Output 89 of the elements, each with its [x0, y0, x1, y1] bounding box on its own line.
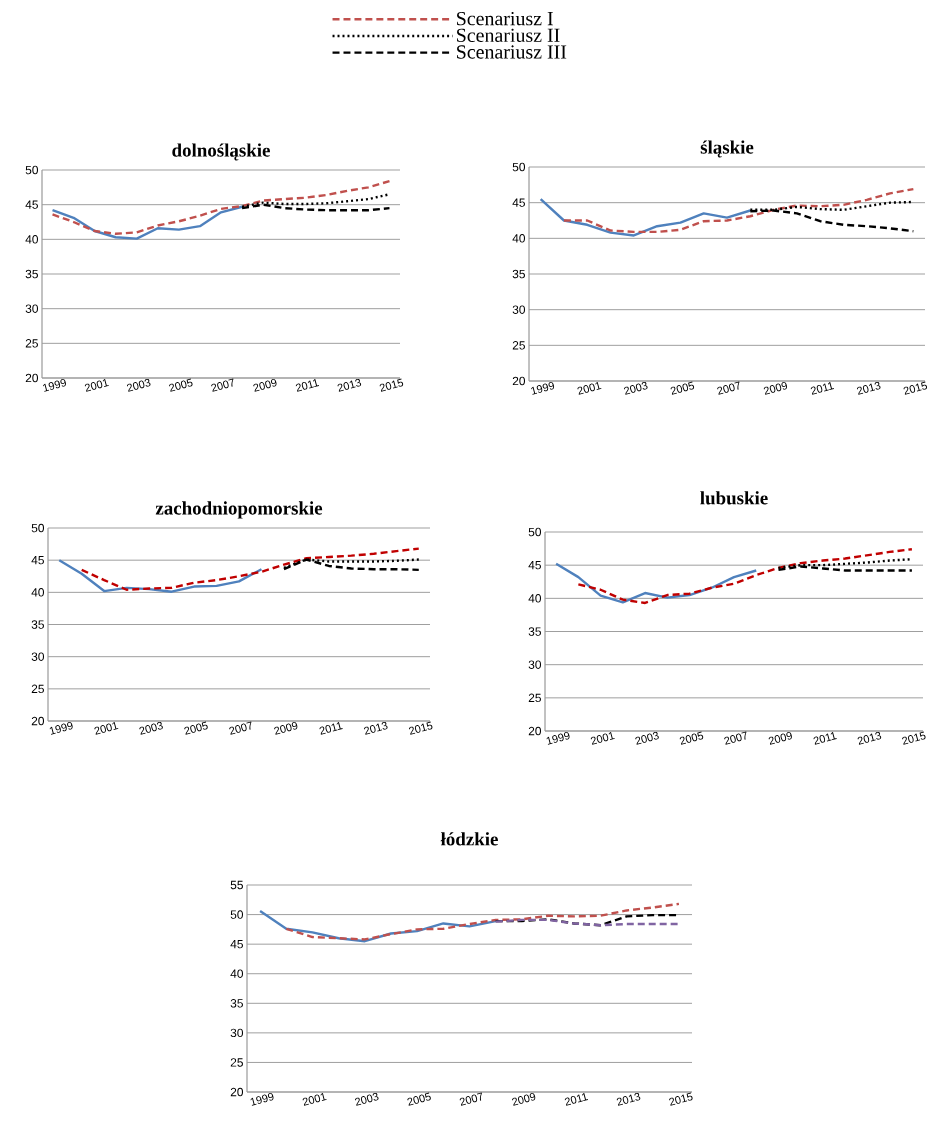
- chart-title: dolnośląskie: [172, 143, 270, 161]
- y-tick-label: 40: [230, 969, 244, 978]
- y-tick-label: 45: [528, 561, 541, 570]
- y-tick-label: 50: [528, 527, 542, 537]
- x-tick-label: 1999: [43, 378, 66, 392]
- x-tick-label: 1999: [250, 1092, 274, 1106]
- y-tick-label: 20: [25, 373, 39, 383]
- x-tick-label: 2013: [857, 731, 882, 745]
- x-tick-label: 2015: [902, 731, 926, 745]
- x-tick-label: 2015: [903, 381, 927, 395]
- x-tick-label: 2001: [577, 381, 602, 395]
- y-tick-label: 45: [31, 556, 44, 565]
- x-tick-label: 2013: [616, 1092, 641, 1106]
- x-tick-label: 2009: [763, 381, 788, 395]
- y-tick-label: 35: [512, 269, 525, 279]
- x-tick-label: 2005: [184, 721, 208, 735]
- x-tick-label: 1999: [546, 731, 570, 745]
- text: Scenariusz I: [457, 11, 553, 26]
- x-tick-label: 2007: [211, 378, 234, 392]
- text: Scenariusz III: [457, 45, 567, 59]
- x-tick-label: 2015: [669, 1092, 693, 1106]
- x-tick-label: 2011: [813, 732, 837, 745]
- x-tick-label: 2009: [512, 1092, 536, 1106]
- x-tick-label: 2007: [724, 731, 747, 745]
- y-tick-label: 25: [31, 684, 44, 694]
- y-tick-label: 30: [528, 660, 542, 669]
- x-tick-label: 2013: [856, 381, 881, 395]
- x-tick-label: 2003: [126, 378, 151, 392]
- chart-title: zachodniopomorskie: [155, 501, 323, 519]
- x-tick-label: 2013: [364, 721, 388, 735]
- y-tick-label: 20: [528, 726, 542, 736]
- y-tick-label: 50: [512, 162, 526, 172]
- x-tick-label: 2005: [407, 1092, 431, 1106]
- y-tick-label: 40: [512, 234, 526, 243]
- x-tick-label: 2003: [139, 721, 163, 735]
- y-tick-label: 35: [25, 269, 38, 279]
- y-tick-label: 35: [528, 627, 541, 636]
- x-tick-label: 2001: [302, 1092, 327, 1106]
- y-tick-label: 50: [25, 165, 39, 175]
- y-tick-label: 35: [31, 620, 44, 629]
- y-tick-label: 35: [230, 999, 243, 1008]
- x-tick-label: 2003: [624, 381, 648, 395]
- y-tick-label: 55: [230, 880, 243, 890]
- x-tick-label: 2007: [459, 1092, 482, 1106]
- y-tick-label: 20: [512, 376, 526, 386]
- x-tick-label: 2005: [679, 731, 704, 745]
- x-tick-label: 2001: [590, 731, 615, 745]
- y-tick-label: 30: [25, 304, 39, 313]
- y-tick-label: 30: [512, 305, 526, 314]
- y-tick-label: 25: [230, 1058, 243, 1067]
- x-tick-label: 2009: [253, 378, 277, 392]
- x-tick-label: 2001: [84, 378, 109, 392]
- x-tick-label: 2001: [94, 721, 119, 735]
- y-tick-label: 25: [512, 341, 525, 350]
- x-tick-label: 2009: [768, 731, 792, 745]
- chart-title: śląskie: [700, 140, 754, 158]
- y-tick-label: 50: [31, 523, 45, 533]
- x-tick-label: 2011: [810, 382, 834, 395]
- x-tick-label: 2015: [379, 378, 404, 392]
- y-tick-label: 25: [25, 339, 38, 348]
- x-tick-label: 2011: [564, 1093, 588, 1106]
- y-tick-label: 20: [31, 716, 45, 726]
- y-tick-label: 40: [25, 235, 39, 244]
- y-tick-label: 50: [230, 910, 244, 919]
- x-tick-label: 2007: [717, 381, 740, 395]
- x-tick-label: 2011: [295, 379, 319, 392]
- y-tick-label: 40: [528, 594, 542, 603]
- y-tick-label: 30: [230, 1028, 244, 1038]
- x-tick-label: 2005: [169, 378, 193, 392]
- y-tick-label: 45: [25, 200, 38, 209]
- y-tick-label: 30: [31, 652, 45, 661]
- y-tick-label: 45: [512, 198, 525, 207]
- y-tick-label: 40: [31, 588, 45, 597]
- x-tick-label: 1999: [531, 381, 555, 395]
- x-tick-label: 2007: [229, 721, 252, 735]
- x-tick-label: 2005: [670, 381, 695, 395]
- y-tick-label: 25: [528, 693, 541, 703]
- x-tick-label: 2013: [337, 378, 362, 392]
- y-tick-label: 45: [230, 939, 243, 949]
- y-tick-label: 20: [230, 1087, 244, 1097]
- chart-title: lubuskie: [700, 491, 768, 505]
- x-tick-label: 2011: [319, 722, 343, 735]
- x-tick-label: 2009: [274, 721, 298, 735]
- x-tick-label: 2015: [408, 721, 433, 735]
- x-tick-label: 1999: [49, 721, 73, 735]
- chart-title: łódzkie: [440, 832, 498, 846]
- text: Scenariusz II: [457, 28, 560, 43]
- x-tick-label: 2003: [354, 1092, 379, 1106]
- x-tick-label: 2003: [635, 731, 659, 745]
